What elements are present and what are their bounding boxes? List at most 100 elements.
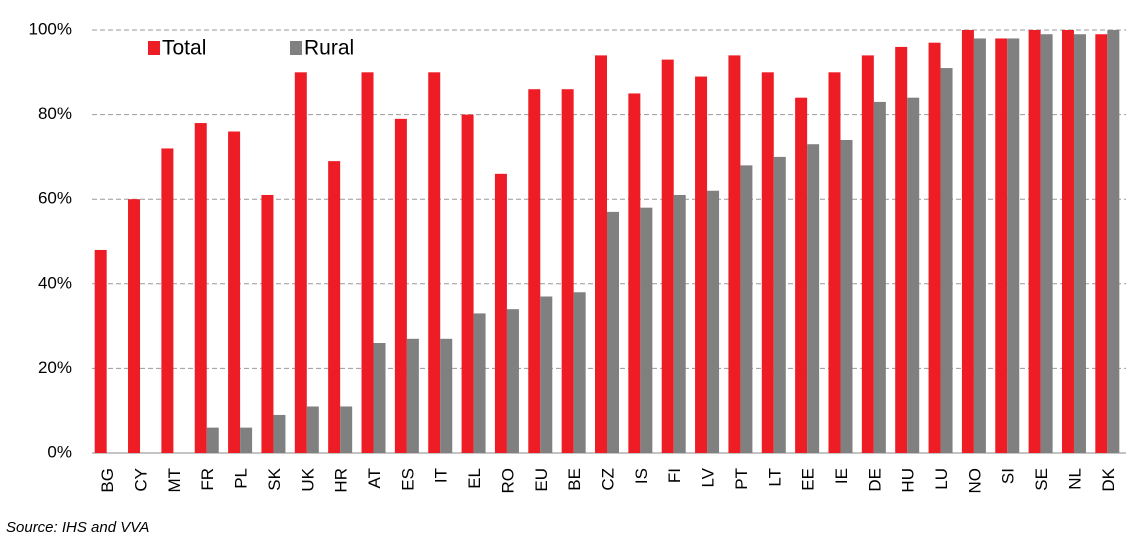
y-tick-label: 20%	[38, 358, 72, 377]
bar	[328, 161, 341, 453]
x-tick-label: CZ	[598, 468, 617, 491]
bar	[540, 296, 553, 453]
x-tick-label: PL	[232, 468, 251, 489]
bar	[795, 97, 808, 454]
bar	[261, 194, 274, 453]
source: Source: IHS and VVA	[6, 519, 149, 536]
bar	[273, 414, 286, 453]
bar	[1028, 30, 1041, 453]
bar	[528, 89, 541, 453]
bar	[1107, 30, 1120, 453]
bar	[828, 72, 841, 454]
bar	[240, 427, 253, 453]
x-tick-label: DK	[1099, 467, 1118, 491]
bar	[861, 55, 874, 453]
y-tick-label: 80%	[38, 104, 72, 123]
bar	[573, 292, 586, 453]
bar	[707, 190, 720, 454]
x-tick-label: CY	[132, 468, 151, 492]
bar	[761, 72, 774, 454]
bar	[961, 30, 974, 453]
bar	[907, 97, 920, 454]
x-tick-label: SI	[999, 468, 1018, 484]
bar	[940, 68, 953, 453]
x-tick-label: DE	[865, 468, 884, 492]
x-tick-label: IT	[432, 468, 451, 483]
x-tick-label: RO	[498, 468, 517, 494]
x-tick-label: IS	[632, 468, 651, 484]
x-tick-label: LV	[699, 467, 718, 487]
bar	[807, 144, 820, 453]
bar	[1040, 34, 1053, 453]
y-tick-label: 0%	[47, 442, 72, 461]
y-tick-label: 100%	[29, 19, 72, 38]
legend-swatch	[290, 41, 302, 55]
bar	[1061, 30, 1074, 453]
x-tick-label: BG	[98, 468, 117, 493]
bar	[840, 139, 853, 454]
x-tick-label: HR	[332, 468, 351, 493]
bar	[461, 114, 474, 453]
x-tick-label: LU	[932, 468, 951, 490]
bar	[306, 406, 319, 453]
bar	[94, 249, 107, 453]
x-tick-label: IE	[832, 468, 851, 484]
x-tick-label: HU	[899, 468, 918, 493]
bar	[506, 309, 519, 453]
bar	[340, 406, 353, 453]
x-tick-label: FR	[198, 468, 217, 491]
bar	[661, 59, 674, 454]
x-tick-label: SE	[1032, 468, 1051, 491]
bar	[1095, 34, 1108, 453]
bar	[494, 173, 507, 453]
y-tick-label: 60%	[38, 189, 72, 208]
x-tick-label: UK	[298, 467, 317, 491]
bar	[228, 131, 241, 453]
x-tick-label: ES	[398, 468, 417, 491]
x-tick-label: MT	[165, 468, 184, 493]
bar	[607, 211, 619, 453]
x-tick-label: NO	[965, 468, 984, 494]
bar	[406, 338, 419, 453]
x-tick-label: EE	[799, 468, 818, 491]
bar	[973, 38, 986, 454]
bar	[473, 313, 486, 453]
bar	[673, 194, 686, 453]
bar	[561, 89, 574, 453]
legend-label: Total	[162, 37, 206, 60]
x-tick-label: AT	[365, 468, 384, 488]
y-tick-label: 40%	[38, 273, 72, 292]
bar	[628, 93, 641, 453]
bar	[361, 72, 374, 454]
bar	[161, 148, 174, 453]
bar	[206, 427, 219, 453]
bar	[440, 338, 453, 453]
bar	[873, 101, 886, 453]
legend-label: Rural	[304, 37, 354, 60]
legend-swatch	[148, 41, 160, 55]
x-tick-label: LT	[765, 468, 784, 487]
bar	[640, 207, 653, 453]
bar	[740, 165, 753, 454]
x-tick-label: EU	[532, 468, 551, 492]
x-tick-label: FI	[665, 468, 684, 483]
x-tick-label: NL	[1065, 468, 1084, 490]
bar	[928, 42, 941, 453]
bar	[294, 72, 307, 454]
bar	[394, 118, 407, 453]
bar	[595, 55, 607, 453]
bar	[895, 46, 908, 454]
bar	[773, 156, 786, 453]
bar	[728, 55, 741, 453]
bar	[428, 72, 441, 454]
bar	[128, 199, 141, 453]
x-tick-label: BE	[565, 468, 584, 491]
bar	[995, 38, 1008, 454]
bar	[373, 343, 386, 453]
bar	[695, 76, 708, 453]
bar	[1073, 34, 1086, 453]
x-tick-label: SK	[265, 467, 284, 490]
bar	[194, 123, 207, 453]
x-tick-label: EL	[465, 468, 484, 489]
